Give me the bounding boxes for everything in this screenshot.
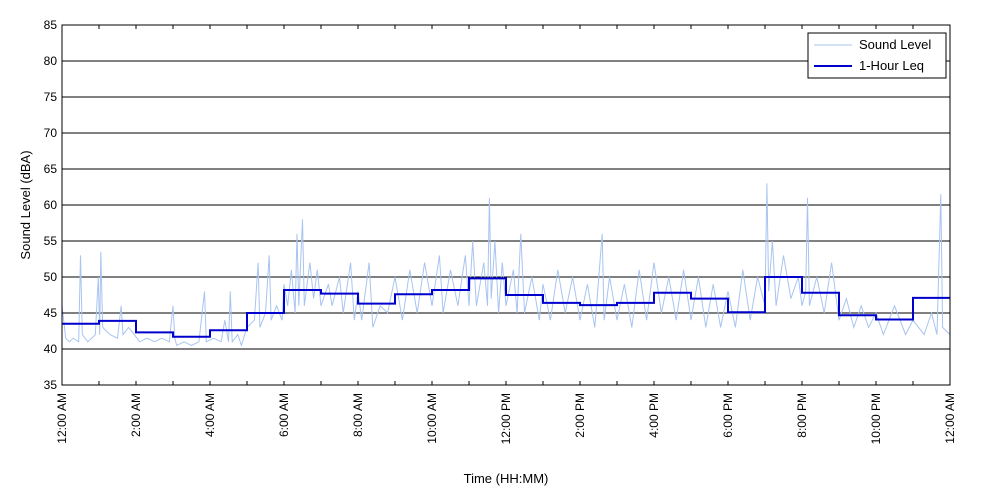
series-layer bbox=[61, 183, 951, 348]
y-tick-label: 40 bbox=[44, 342, 58, 356]
y-axis-title: Sound Level (dBA) bbox=[18, 150, 33, 259]
x-tick-label: 10:00 PM bbox=[869, 393, 883, 444]
x-tick-label: 6:00 PM bbox=[721, 393, 735, 438]
y-tick-label: 35 bbox=[44, 378, 58, 392]
series-sound-level-line bbox=[61, 183, 951, 348]
x-axis: 12:00 AM 2:00 AM 4:00 AM 6:00 AM 8:00 AM 10:0… bbox=[55, 25, 957, 444]
y-tick-label: 75 bbox=[44, 90, 58, 104]
legend-label-sound-level: Sound Level bbox=[859, 37, 931, 52]
x-tick-label: 2:00 AM bbox=[129, 393, 143, 437]
x-tick-label: 4:00 AM bbox=[203, 393, 217, 437]
legend-label-1-hour-leq: 1-Hour Leq bbox=[859, 58, 924, 73]
y-tick-label: 70 bbox=[44, 126, 58, 140]
y-tick-label: 45 bbox=[44, 306, 58, 320]
y-tick-label: 80 bbox=[44, 54, 58, 68]
y-tick-label: 50 bbox=[44, 270, 58, 284]
x-tick-label: 6:00 AM bbox=[277, 393, 291, 437]
x-tick-label: 12:00 AM bbox=[55, 393, 69, 444]
x-tick-label: 12:00 PM bbox=[499, 393, 513, 444]
gridlines bbox=[62, 60, 950, 350]
y-axis: 35 40 45 50 55 60 65 70 75 80 85 bbox=[44, 18, 950, 392]
x-tick-label: 4:00 PM bbox=[647, 393, 661, 438]
legend: Sound Level 1-Hour Leq bbox=[807, 32, 947, 79]
x-tick-label: 12:00 AM bbox=[943, 393, 957, 444]
y-tick-label: 65 bbox=[44, 162, 58, 176]
y-tick-label: 85 bbox=[44, 18, 58, 32]
y-tick-label: 60 bbox=[44, 198, 58, 212]
x-tick-label: 8:00 AM bbox=[351, 393, 365, 437]
y-tick-label: 55 bbox=[44, 234, 58, 248]
x-tick-label: 10:00 AM bbox=[425, 393, 439, 444]
x-tick-label: 2:00 PM bbox=[573, 393, 587, 438]
x-tick-label: 8:00 PM bbox=[795, 393, 809, 438]
legend-box bbox=[807, 32, 947, 79]
x-axis-title: Time (HH:MM) bbox=[464, 471, 549, 486]
series-1-hour-leq-line bbox=[62, 276, 950, 338]
